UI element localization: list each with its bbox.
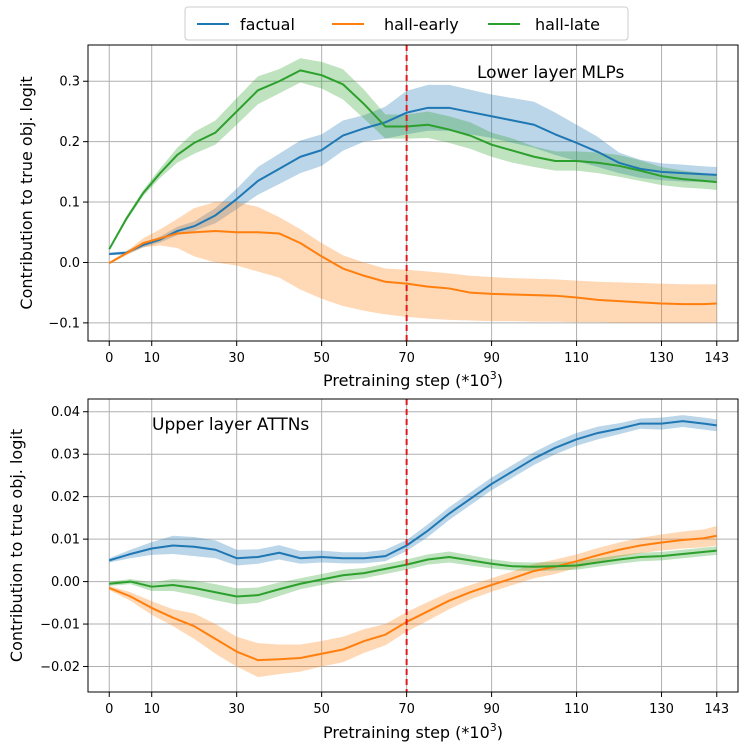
plot-frame: [87, 44, 739, 342]
ticks: 0 10 30 50 70 90 110 130 143 −0.02 −0.01 0.00 0.01 0.…: [40, 405, 729, 717]
x-axis-label: Pretraining step (*103): [323, 721, 503, 742]
y-tick-label: −0.01: [40, 618, 80, 633]
x-tick-label: 30: [228, 702, 245, 717]
line-hall-early: [108, 230, 717, 306]
x-axis-label-close: ): [497, 723, 503, 742]
confidence-bands: [109, 58, 717, 323]
plot-frame: [87, 398, 739, 693]
y-tick-label: 0.02: [51, 490, 80, 505]
y-tick-label: 0.3: [59, 75, 80, 90]
x-tick-label: 10: [143, 702, 160, 717]
band-hall-late: [109, 546, 717, 605]
legend-label-factual: factual: [240, 15, 295, 34]
legend-label-hall-late: hall-late: [535, 15, 600, 34]
x-tick-label: 143: [704, 702, 729, 717]
x-tick-label: 0: [105, 702, 113, 717]
x-tick-label: 0: [105, 351, 113, 366]
line-factual: [108, 420, 717, 562]
x-tick-label: 90: [483, 351, 500, 366]
legend: factual hall-early hall-late: [184, 6, 629, 41]
chart-title: Lower layer MLPs: [477, 63, 624, 83]
grid: [88, 399, 738, 692]
x-tick-label: 130: [649, 351, 674, 366]
chart-upper-layer-attns: 0 10 30 50 70 90 110 130 143 −0.02 −0.01 0.00 0.01 0.…: [7, 398, 739, 742]
x-tick-label: 50: [313, 702, 330, 717]
x-axis-label: Pretraining step (*103): [323, 369, 503, 390]
line-hall-early: [108, 534, 717, 662]
x-axis-label-text: Pretraining step (*10: [323, 371, 490, 390]
x-axis-label-exponent: 3: [490, 369, 497, 382]
legend-label-hall-early: hall-early: [384, 15, 459, 34]
y-tick-label: 0.04: [51, 405, 80, 420]
chart-lower-layer-mlps: 0 10 30 50 70 90 110 130 143 −0.1 0.0 0.1 0.2 0.3 Low…: [17, 44, 739, 390]
x-axis-label-text: Pretraining step (*10: [323, 723, 490, 742]
x-tick-label: 10: [143, 351, 160, 366]
band-hall-late: [109, 58, 717, 251]
y-axis-label: Contribution to true obj. logit: [7, 429, 26, 662]
y-tick-label: 0.03: [51, 448, 80, 463]
y-tick-label: 0.01: [51, 533, 80, 548]
ticks: 0 10 30 50 70 90 110 130 143 −0.1 0.0 0.1 0.2 0.3: [48, 75, 729, 366]
y-axis-label: Contribution to true obj. logit: [17, 76, 36, 309]
x-tick-label: 30: [228, 351, 245, 366]
x-tick-label: 110: [564, 351, 589, 366]
x-tick-label: 143: [704, 351, 729, 366]
x-tick-label: 130: [649, 702, 674, 717]
x-tick-label: 50: [313, 351, 330, 366]
y-tick-label: −0.1: [48, 316, 80, 331]
line-factual: [109, 106, 717, 256]
x-tick-label: 110: [564, 702, 589, 717]
x-tick-label: 90: [483, 702, 500, 717]
x-tick-label: 70: [398, 351, 415, 366]
y-tick-label: 0.1: [59, 196, 80, 211]
y-tick-label: 0.00: [51, 575, 80, 590]
x-axis-label-exponent: 3: [490, 721, 497, 734]
series-lines: [108, 420, 717, 662]
band-factual: [109, 84, 717, 256]
line-hall-late: [109, 549, 717, 598]
band-factual: [109, 415, 717, 566]
y-tick-label: −0.02: [40, 660, 80, 675]
legend-frame: [184, 6, 629, 41]
y-tick-label: 0.0: [59, 256, 80, 271]
x-tick-label: 70: [398, 702, 415, 717]
chart-title: Upper layer ATTNs: [152, 415, 309, 435]
y-tick-label: 0.2: [59, 135, 80, 150]
x-axis-label-close: ): [497, 371, 503, 390]
